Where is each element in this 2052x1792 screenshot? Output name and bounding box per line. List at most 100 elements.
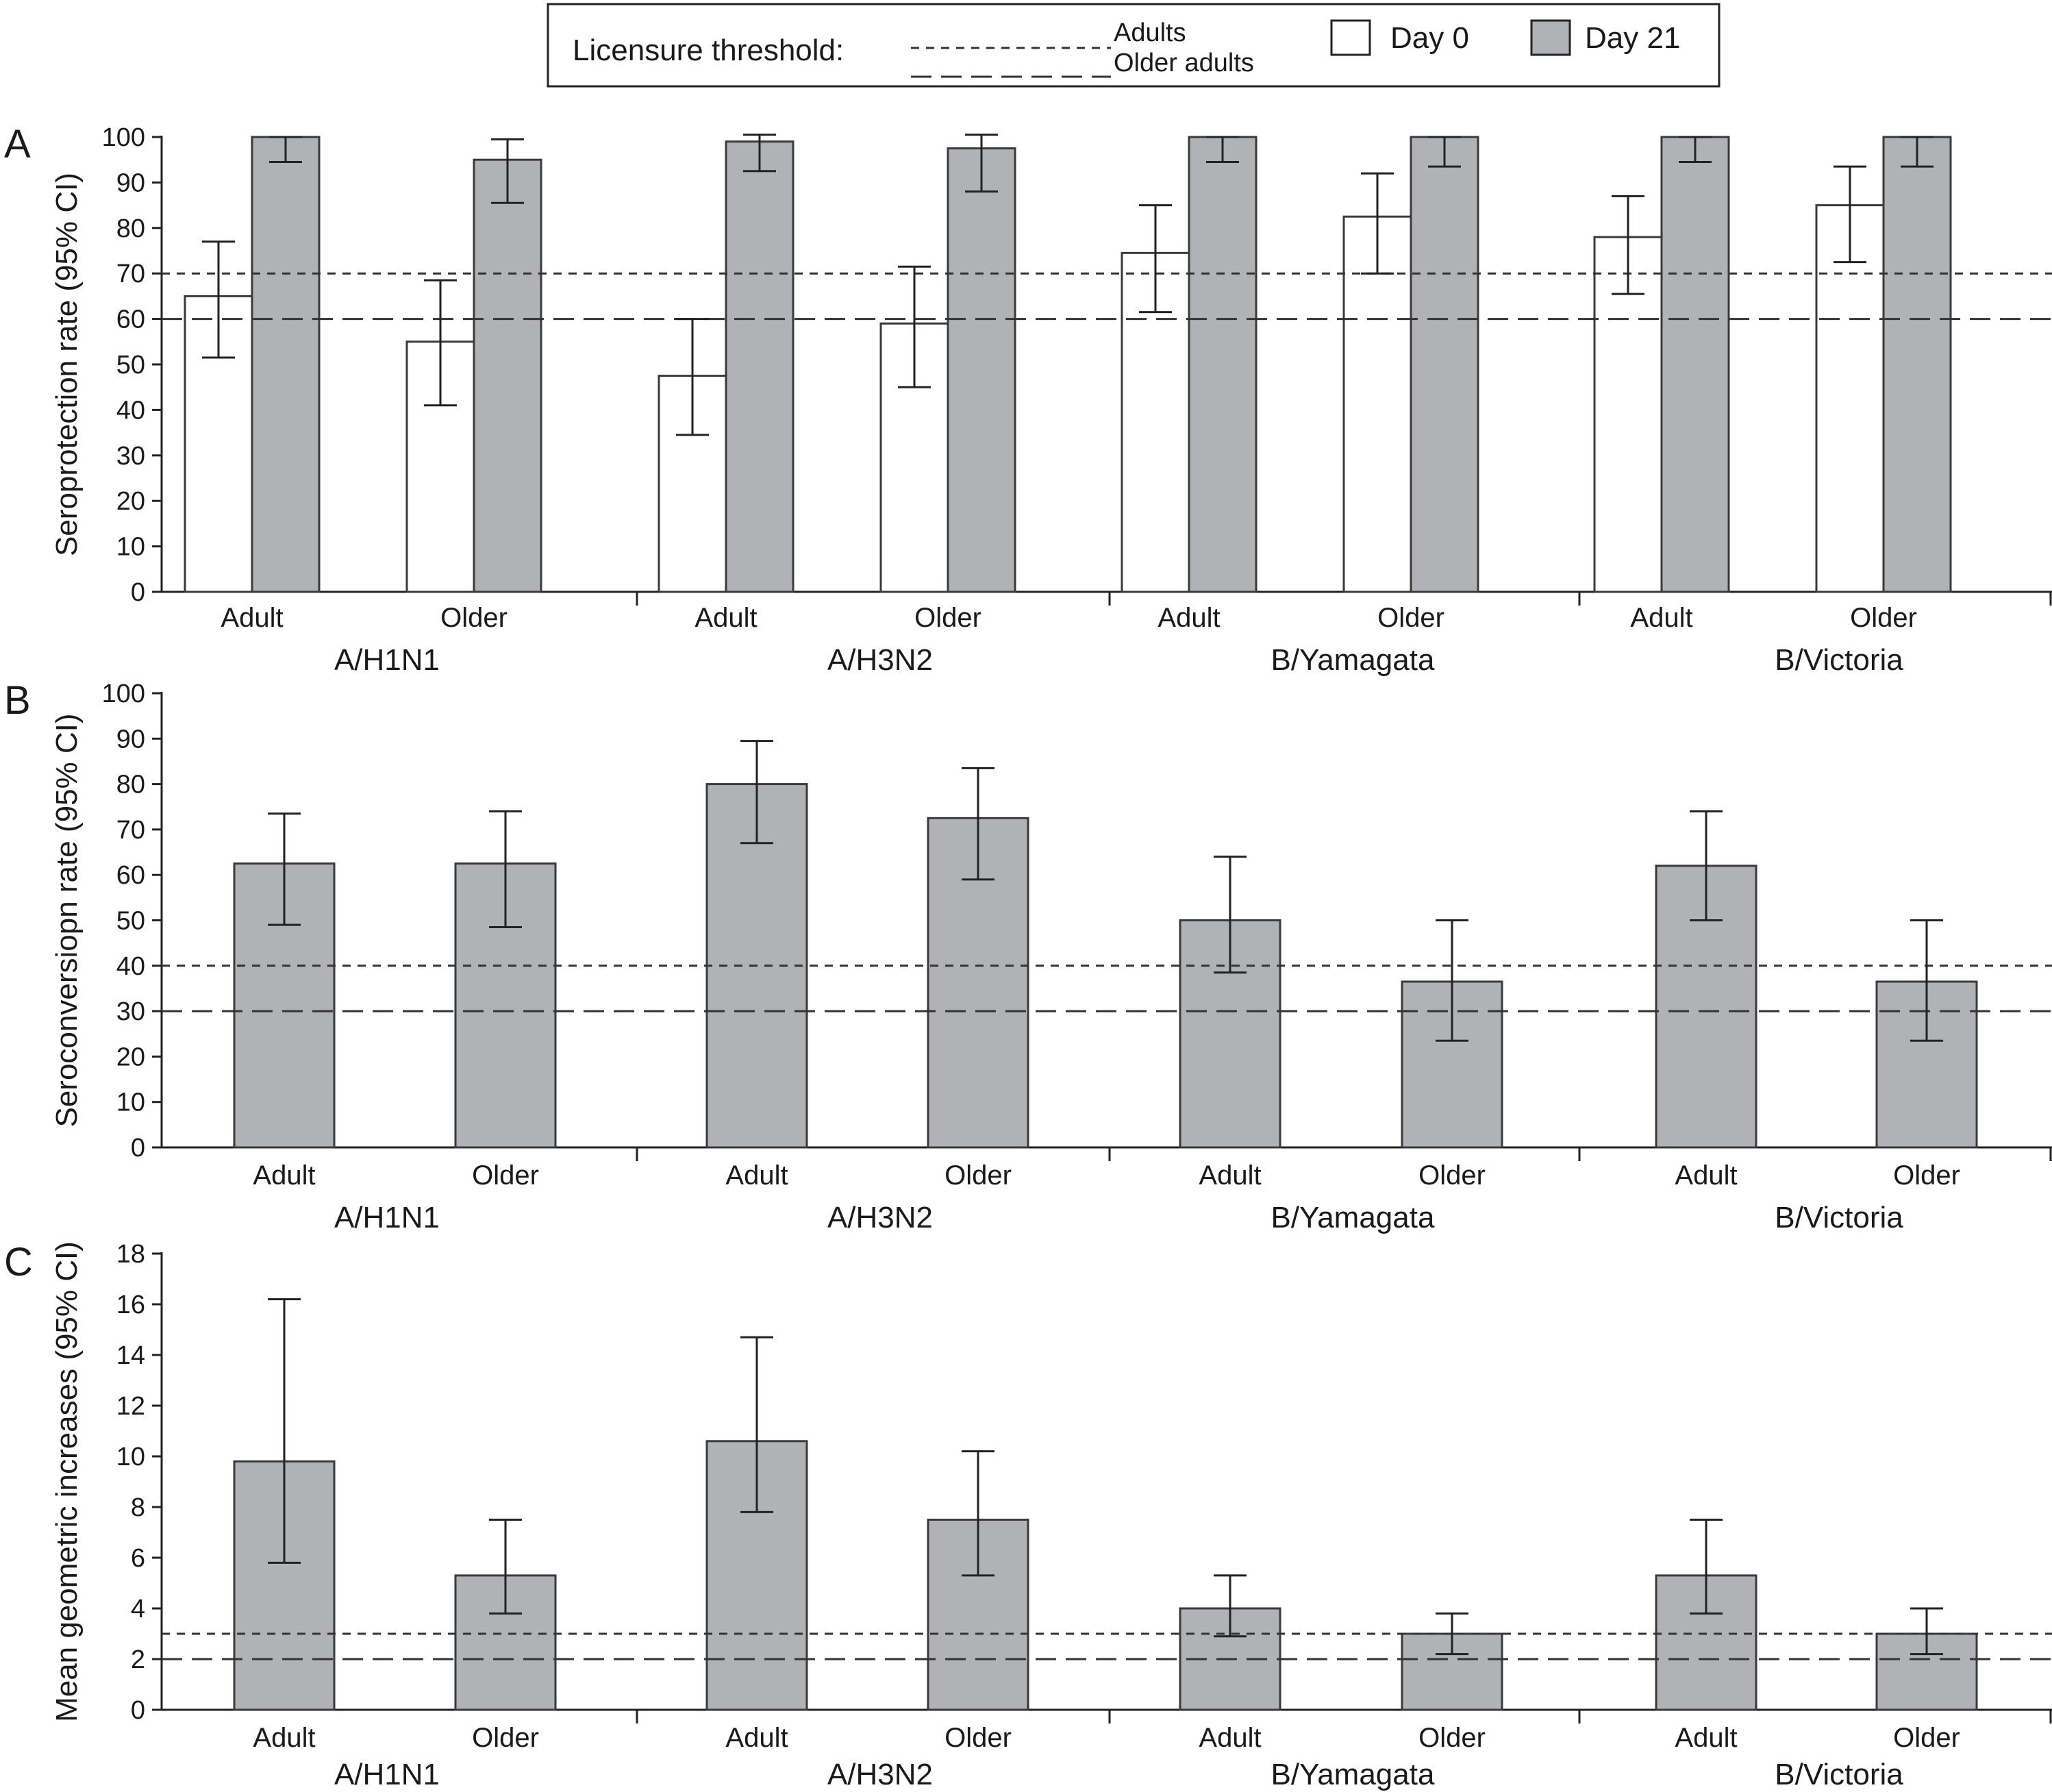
y-tick-label: 4 [131, 1595, 145, 1623]
y-tick-label: 10 [116, 1088, 145, 1117]
x-category-label: Adult [695, 603, 757, 633]
y-tick-label: 40 [116, 952, 145, 981]
y-tick-label: 50 [116, 351, 145, 379]
legend-day21-swatch [1530, 19, 1571, 56]
panel-letter: C [4, 1240, 33, 1284]
y-tick-label: 50 [116, 907, 145, 936]
y-tick-label: 60 [116, 861, 145, 890]
panel-letter: B [4, 678, 31, 723]
y-tick-label: 80 [116, 214, 145, 243]
legend-day0-swatch [1330, 19, 1371, 56]
x-category-label: Adult [725, 1723, 788, 1753]
legend-threshold-label: Licensure threshold: [573, 34, 844, 67]
x-category-label: Adult [1675, 1723, 1737, 1753]
x-category-label: Adult [253, 1723, 315, 1753]
x-category-label: Older [1418, 1723, 1486, 1753]
y-tick-label: 80 [116, 771, 145, 799]
y-tick-label: 0 [131, 1134, 145, 1162]
bar-day21-older [1882, 136, 1952, 593]
x-group-label: A/H1N1 [334, 1201, 440, 1234]
y-tick-label: 2 [131, 1645, 145, 1674]
x-category-label: Adult [1199, 1723, 1261, 1753]
bar-day0-older [1815, 204, 1885, 593]
x-group-label: B/Victoria [1775, 643, 1903, 677]
legend-day21-label: Day 21 [1585, 21, 1680, 55]
bar-day21-adult [1660, 136, 1730, 593]
y-tick-label: 70 [116, 260, 145, 288]
y-tick-label: 20 [116, 487, 145, 516]
y-tick-label: 60 [116, 306, 145, 334]
y-tick-label: 90 [116, 725, 145, 754]
bar-day0-adult [1593, 236, 1663, 593]
y-tick-label: 10 [116, 533, 145, 562]
y-tick-label: 20 [116, 1043, 145, 1071]
x-category-label: Older [472, 1160, 539, 1191]
y-tick-label: 10 [116, 1443, 145, 1471]
x-category-label: Adult [1630, 603, 1692, 633]
y-tick-label: 6 [131, 1544, 145, 1573]
y-tick-label: 0 [131, 578, 145, 607]
x-group-label: B/Victoria [1775, 1201, 1903, 1234]
x-group-label: B/Yamagata [1271, 1758, 1435, 1791]
x-category-label: Older [472, 1723, 539, 1753]
panel-b-chart: B Seroconversiopn rate (95% CI) 0 10 20 30 40 5… [4, 678, 2052, 1234]
x-group-label: B/Victoria [1775, 1758, 1903, 1791]
bar-day21-older [1410, 136, 1479, 593]
x-category-label: Adult [725, 1160, 788, 1191]
x-group-label: B/Yamagata [1271, 1201, 1435, 1234]
y-tick-label: 90 [116, 169, 145, 197]
x-group-label: B/Yamagata [1271, 643, 1435, 677]
bar-day0-older [1342, 215, 1412, 593]
legend: Licensure threshold: Adults Older adults… [547, 3, 1721, 88]
y-tick-label: 30 [116, 442, 145, 471]
x-category-label: Older [944, 1160, 1012, 1191]
x-group-label: A/H1N1 [334, 643, 440, 677]
panel-a-chart: A Seroprotection rate (95% CI) 0 10 20 30 40 50… [4, 122, 2052, 677]
y-tick-label: 14 [116, 1341, 145, 1370]
y-tick-label: 100 [102, 123, 145, 152]
y-tick-label: 16 [116, 1291, 145, 1319]
x-category-label: Adult [1158, 603, 1220, 633]
x-category-label: Adult [1199, 1160, 1261, 1191]
y-axis-label: Seroconversiopn rate (95% CI) [50, 713, 84, 1127]
legend-older-label: Older adults [1114, 49, 1254, 77]
bar-day21-adult [1188, 136, 1258, 593]
legend-frame [547, 3, 1721, 88]
bar-day21-older [947, 147, 1016, 593]
bar-day21-adult [251, 136, 321, 593]
x-group-label: A/H1N1 [334, 1758, 440, 1791]
panel-c-chart: C Mean geometric increases (95% CI) 0 2 4 6 8 1… [4, 1240, 2052, 1791]
y-tick-label: 40 [116, 396, 145, 425]
bar-day21-adult [1655, 1574, 1757, 1711]
x-category-label: Older [944, 1723, 1012, 1753]
legend-adults-label: Adults [1114, 18, 1186, 47]
x-category-label: Older [1377, 603, 1444, 633]
y-axis-label: Seroprotection rate (95% CI) [50, 173, 84, 556]
x-group-label: A/H3N2 [827, 1758, 933, 1791]
y-tick-label: 70 [116, 816, 145, 845]
x-category-label: Older [914, 603, 981, 633]
bar-day21-adult [725, 140, 794, 593]
bar-day0-adult [1121, 251, 1190, 593]
x-group-label: A/H3N2 [827, 1201, 933, 1234]
y-tick-label: 30 [116, 997, 145, 1026]
x-category-label: Older [1893, 1723, 1960, 1753]
y-tick-label: 100 [102, 680, 145, 708]
x-category-label: Older [1418, 1160, 1486, 1191]
y-tick-label: 8 [131, 1493, 145, 1522]
x-category-label: Adult [253, 1160, 315, 1191]
y-tick-label: 0 [131, 1696, 145, 1725]
y-tick-label: 18 [116, 1240, 145, 1269]
legend-day0-label: Day 0 [1390, 21, 1469, 55]
bar-day21-older [473, 158, 542, 593]
panel-letter: A [4, 122, 31, 166]
x-category-label: Older [1893, 1160, 1960, 1191]
x-category-label: Older [1850, 603, 1917, 633]
y-axis-label: Mean geometric increases (95% CI) [50, 1241, 84, 1722]
x-group-label: A/H3N2 [827, 643, 933, 677]
x-category-label: Adult [1675, 1160, 1737, 1191]
x-category-label: Adult [221, 603, 283, 633]
x-category-label: Older [440, 603, 508, 633]
